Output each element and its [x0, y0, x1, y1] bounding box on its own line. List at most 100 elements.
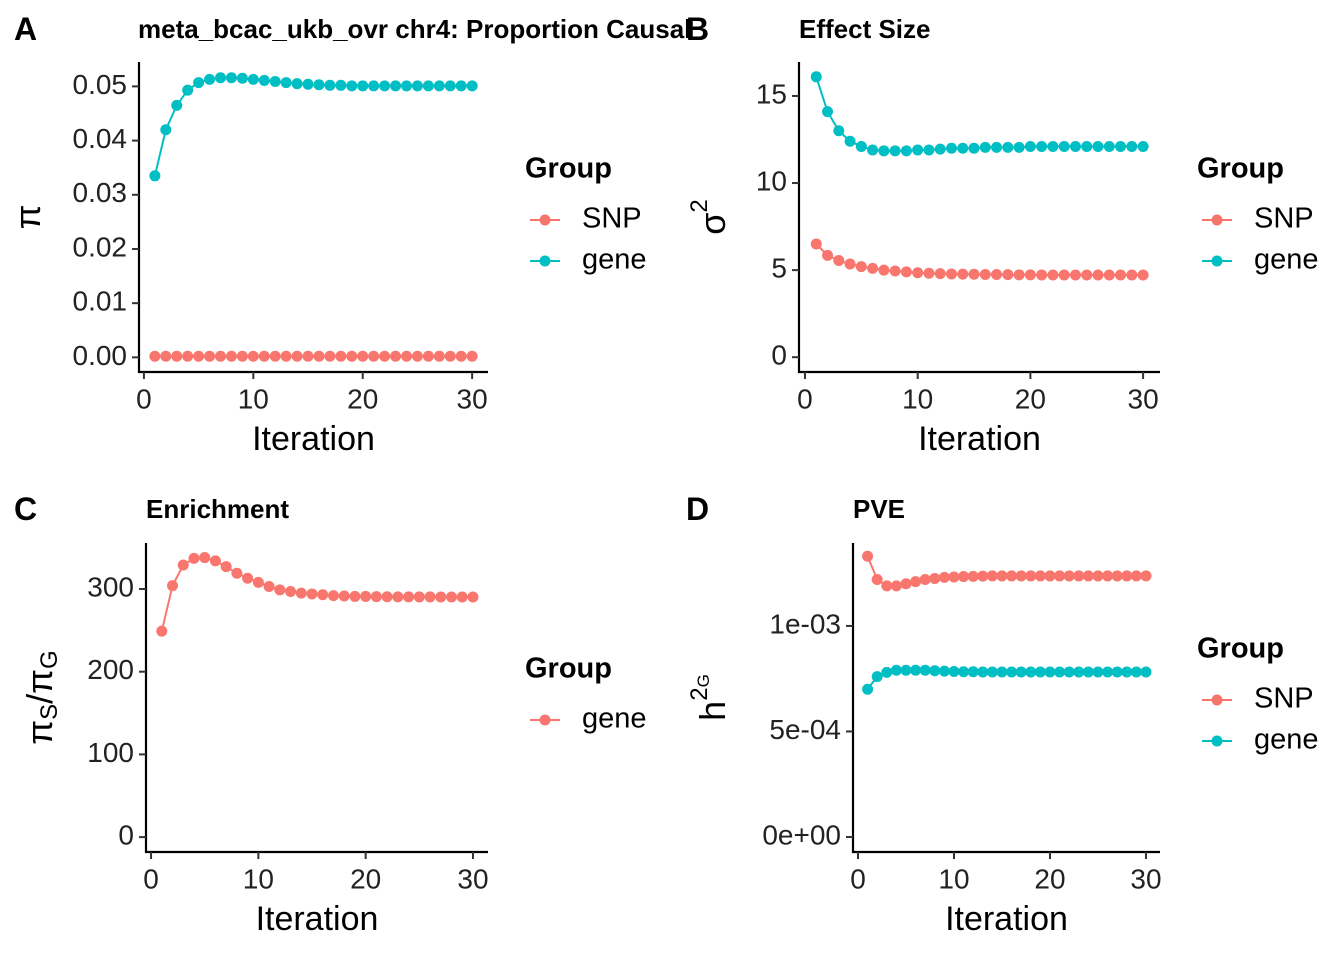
y-label-part: π: [19, 669, 60, 694]
legend-label: gene: [582, 703, 647, 735]
panel-tag: C: [14, 491, 37, 527]
y-label-part: π: [19, 720, 60, 745]
point: [862, 550, 874, 562]
y-tick-label: 10: [756, 165, 787, 196]
point: [929, 572, 941, 584]
point: [327, 590, 339, 602]
point: [424, 591, 436, 603]
y-axis-label: h2G: [686, 674, 732, 721]
point: [979, 268, 991, 280]
point: [188, 552, 200, 564]
x-tick-label: 10: [938, 863, 969, 894]
legend-label: SNP: [582, 203, 642, 235]
point: [444, 350, 456, 362]
point: [923, 144, 935, 156]
point: [411, 350, 423, 362]
point: [274, 584, 286, 596]
point: [247, 73, 259, 85]
point: [295, 587, 307, 599]
point: [1044, 570, 1056, 582]
point: [149, 170, 161, 182]
point: [844, 135, 856, 147]
x-tick-label: 0: [850, 863, 866, 894]
point: [1130, 666, 1142, 678]
point: [335, 79, 347, 91]
y-label-part: σ: [692, 213, 733, 235]
y-tick-label: 5e-04: [769, 714, 841, 745]
point: [867, 144, 879, 156]
x-axis-label: Iteration: [256, 900, 379, 938]
point: [204, 350, 216, 362]
point: [1111, 666, 1123, 678]
point: [871, 574, 883, 586]
point: [1024, 140, 1036, 152]
y-axis-label: σ2: [686, 199, 732, 235]
point: [1047, 140, 1059, 152]
legend-label: gene: [1254, 724, 1319, 756]
point: [392, 591, 404, 603]
point: [225, 350, 237, 362]
point: [822, 106, 834, 118]
y-axis-label: π: [7, 205, 48, 230]
point: [923, 267, 935, 279]
point: [193, 350, 205, 362]
point: [1126, 269, 1138, 281]
point: [1137, 140, 1149, 152]
point: [1034, 570, 1046, 582]
point: [1015, 666, 1027, 678]
point: [433, 350, 445, 362]
point: [1069, 140, 1081, 152]
panel: D PVE 0e+00 5e-04 1e-03 0 10 20 30 Iteration h2G Gr…: [686, 491, 1319, 938]
point: [390, 350, 402, 362]
point: [422, 80, 434, 92]
point: [215, 350, 227, 362]
y-tick-label: 0.01: [73, 286, 128, 317]
point: [890, 580, 902, 592]
point: [1102, 570, 1114, 582]
point: [324, 350, 336, 362]
point: [455, 80, 467, 92]
point: [810, 71, 822, 83]
point: [958, 571, 970, 583]
point: [269, 350, 281, 362]
point: [822, 249, 834, 261]
point: [171, 99, 183, 111]
point: [945, 268, 957, 280]
point: [881, 666, 893, 678]
point: [231, 567, 243, 579]
point: [446, 591, 458, 603]
point: [900, 145, 912, 157]
point: [1069, 269, 1081, 281]
point: [1081, 269, 1093, 281]
y-label-part: 2: [686, 687, 713, 700]
point: [302, 350, 314, 362]
point: [945, 142, 957, 154]
point: [890, 664, 902, 676]
x-tick-label: 20: [1034, 863, 1065, 894]
point: [844, 258, 856, 270]
point: [919, 664, 931, 676]
legend-key-point: [1211, 214, 1223, 226]
point: [1047, 269, 1059, 281]
y-label-part: h: [692, 701, 733, 721]
point: [996, 666, 1008, 678]
point: [1092, 269, 1104, 281]
point: [247, 350, 259, 362]
point: [1130, 570, 1142, 582]
panel-title: Enrichment: [146, 494, 289, 524]
point: [291, 78, 303, 90]
point: [357, 80, 369, 92]
point: [986, 666, 998, 678]
point: [1036, 269, 1048, 281]
legend-title: Group: [1197, 153, 1284, 185]
panel-title: PVE: [853, 494, 905, 524]
point: [1036, 140, 1048, 152]
x-tick-label: 20: [347, 383, 378, 414]
point: [957, 268, 969, 280]
x-tick-label: 0: [143, 863, 159, 894]
y-label-part: /: [19, 694, 60, 704]
x-tick-label: 20: [350, 863, 381, 894]
point: [871, 671, 883, 683]
point: [160, 350, 172, 362]
point: [938, 665, 950, 677]
